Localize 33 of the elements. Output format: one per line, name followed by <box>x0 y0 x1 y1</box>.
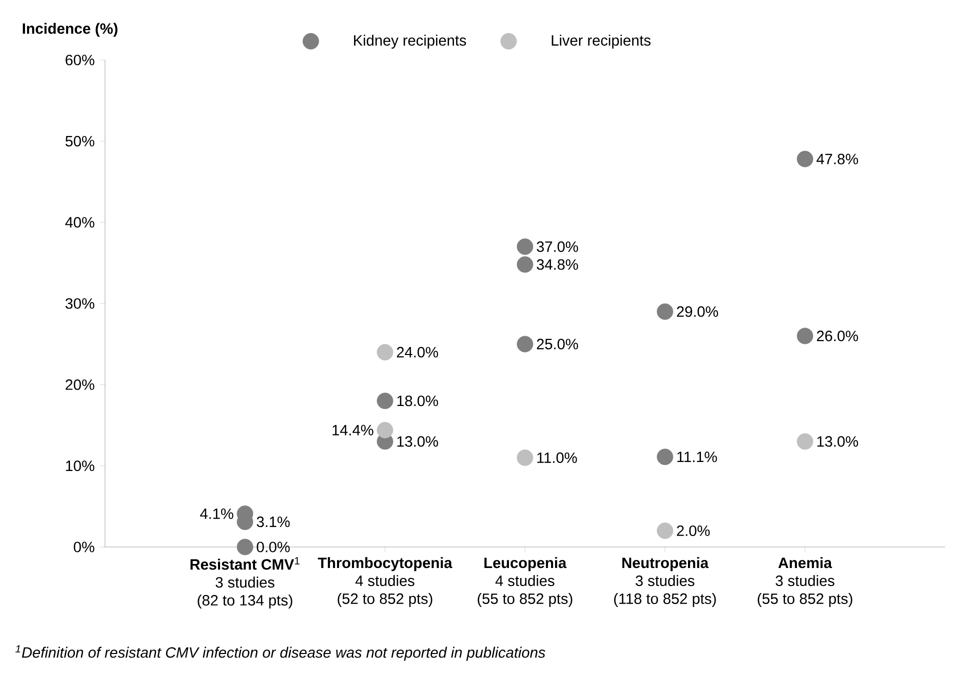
data-label: 26.0% <box>816 330 858 342</box>
data-label: 47.8% <box>816 154 858 164</box>
data-label: 4.1% <box>200 508 234 519</box>
data-label: 29.0% <box>676 306 718 317</box>
x-tick-label: Leucopenia 4 studies (55 to 852 pts) <box>478 557 572 607</box>
x-tick-label: Neutropenia 3 studies (118 to 852 pts) <box>614 557 716 607</box>
x-tick-label: Anemia 3 studies (55 to 852 pts) <box>758 557 852 607</box>
data-label: 25.0% <box>536 338 578 350</box>
y-tick-label: 60% <box>66 54 94 66</box>
data-label: 24.0% <box>396 346 438 358</box>
data-label: 2.0% <box>676 525 710 536</box>
data-label: 11.1% <box>677 452 717 462</box>
x-tick-label: Thrombocytopenia 4 studies (52 to 852 pts) <box>318 557 452 607</box>
y-tick-label: 0% <box>74 542 94 552</box>
data-label: 0.0% <box>256 542 290 552</box>
data-label: 11.0% <box>537 452 577 463</box>
data-label: 13.0% <box>817 436 858 447</box>
data-label: 18.0% <box>397 396 438 406</box>
data-label: 37.0% <box>536 241 578 252</box>
text: $^{1}$Definition of resistant CMV infection or disease was not reported in publications <box>15 645 546 661</box>
y-axis-title: Incidence (%) <box>22 22 118 37</box>
category-label: Resistant CMV$^{1}$ 3 studies (82 to 134 pts) <box>190 557 300 609</box>
legend-label: Kidney recipients <box>354 34 466 49</box>
data-label: 13.0% <box>397 436 438 447</box>
y-tick-label: 20% <box>66 379 94 390</box>
y-tick-label: 10% <box>66 460 94 472</box>
y-tick-label: 50% <box>66 136 94 146</box>
data-label: 3.1% <box>256 516 290 528</box>
y-tick-label: 40% <box>65 217 94 228</box>
y-tick-label: 30% <box>65 298 94 309</box>
data-label: 34.8% <box>536 259 578 270</box>
legend-label: Liver recipients <box>552 34 651 49</box>
data-label: 14.4% <box>332 424 374 436</box>
